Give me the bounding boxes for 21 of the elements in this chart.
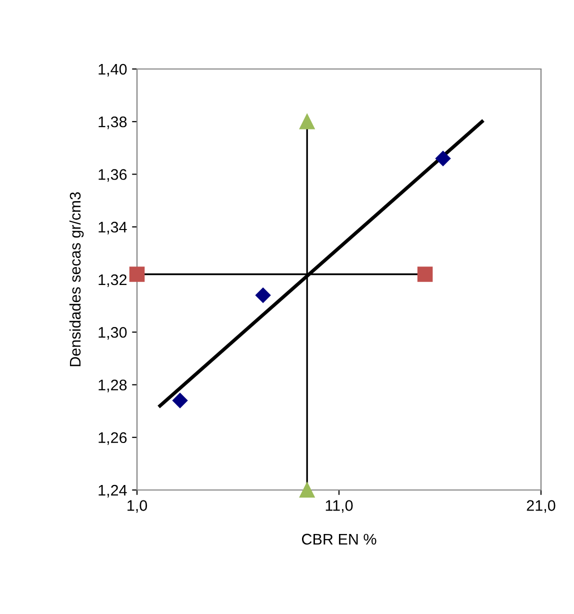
point [299,114,315,130]
point [255,288,271,303]
y-axis-title: Densidades secas gr/cm3 [69,192,84,366]
x-axis-title: CBR EN % [302,534,376,545]
x-tick-label: 1,0 [128,500,148,513]
point [129,266,145,282]
point [299,482,315,498]
y-tick-label: 1,40 [98,64,127,76]
point [172,392,188,408]
point [435,150,451,166]
y-tick-label: 1,26 [98,432,127,445]
y-tick-label: 1,38 [98,116,127,130]
y-tick-label: 1,36 [98,169,127,182]
y-tick-label: 1,32 [98,274,127,287]
x-tick-label: 21,0 [526,500,556,513]
y-tick-label: 1,24 [98,484,127,498]
y-tick-label: 1,28 [98,380,127,392]
y-tick-label: 1,34 [98,222,127,234]
point [417,266,433,282]
x-tick-label: 11,0 [326,500,353,513]
y-tick-label: 1,30 [98,326,127,340]
